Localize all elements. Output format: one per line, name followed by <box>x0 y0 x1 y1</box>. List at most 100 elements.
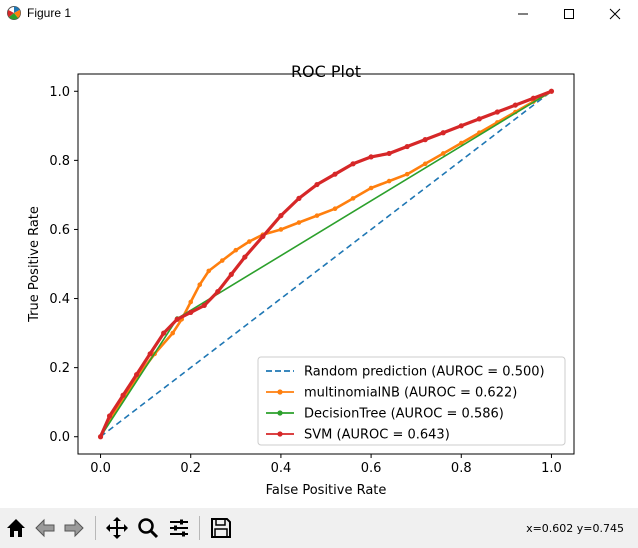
ticks-layer: 0.0 0.2 0.4 0.6 0.8 1.0 0.0 0.2 0.4 0.6 0.8 1.0 <box>49 85 561 476</box>
data-point <box>242 254 248 260</box>
data-point <box>386 150 392 157</box>
configure-subplots-button[interactable] <box>165 514 193 542</box>
data-point <box>422 137 428 143</box>
forward-button[interactable] <box>60 514 88 542</box>
close-button[interactable] <box>592 0 638 28</box>
navigation-toolbar: x=0.602 y=0.745 <box>0 508 638 548</box>
legend-label: Random prediction (AUROC = 0.500) <box>304 365 545 380</box>
data-point <box>278 213 284 219</box>
legend-label: SVM (AUROC = 0.643) <box>304 428 450 443</box>
toolbar-separator <box>95 516 96 540</box>
x-tick-label: 0.0 <box>90 461 111 476</box>
title-bar: Figure 1 <box>0 0 638 28</box>
legend-marker <box>277 410 283 416</box>
data-point <box>458 140 464 146</box>
series-line-1 <box>99 90 553 438</box>
toolbar-separator <box>199 516 200 540</box>
data-point <box>440 151 446 156</box>
maximize-icon <box>564 9 574 19</box>
save-icon <box>211 518 231 538</box>
y-tick-label: 0.8 <box>49 154 70 169</box>
window-title: Figure 1 <box>27 6 72 20</box>
data-point <box>530 95 537 101</box>
data-point <box>260 233 266 239</box>
data-point <box>368 154 374 160</box>
data-point <box>512 102 518 108</box>
data-point <box>219 258 225 263</box>
legend: Random prediction (AUROC = 0.500) multino… <box>257 356 566 446</box>
cursor-coordinates: x=0.602 y=0.745 <box>526 522 624 535</box>
data-point <box>422 161 428 167</box>
data-point <box>368 185 374 191</box>
data-point <box>404 143 410 150</box>
y-tick-label: 0.0 <box>49 430 70 445</box>
back-icon <box>35 518 55 538</box>
y-tick-label: 0.2 <box>49 361 70 376</box>
roc-chart: 0.0 0.2 0.4 0.6 0.8 1.0 0.0 0.2 0.4 0.6 0.8 1.0 ROC… <box>27 62 575 498</box>
legend-box <box>257 356 566 446</box>
data-point <box>106 413 113 419</box>
y-tick-label: 1.0 <box>49 85 70 100</box>
minimize-button[interactable] <box>500 0 546 28</box>
series-line-0 <box>100 90 552 438</box>
data-point <box>120 392 126 398</box>
data-point <box>161 330 167 336</box>
data-point <box>206 268 212 274</box>
data-point <box>233 247 239 253</box>
back-button[interactable] <box>31 514 59 542</box>
data-point <box>228 271 234 277</box>
data-point <box>296 195 302 201</box>
forward-icon <box>64 518 84 538</box>
pan-button[interactable] <box>103 514 131 542</box>
data-point <box>314 181 320 188</box>
data-point <box>147 351 153 357</box>
configure-subplots-icon <box>170 519 188 537</box>
data-point <box>170 330 175 336</box>
y-tick-label: 0.6 <box>49 223 70 238</box>
data-point <box>350 161 356 167</box>
data-point <box>188 309 194 315</box>
x-axis-label: False Positive Rate <box>266 483 387 498</box>
x-tick-label: 1.0 <box>541 461 562 476</box>
y-axis-label: True Positive Rate <box>27 206 42 323</box>
zoom-button[interactable] <box>134 514 162 542</box>
x-tick-label: 0.2 <box>180 461 201 476</box>
data-point <box>278 227 284 232</box>
data-point <box>296 220 302 225</box>
data-point <box>188 299 194 305</box>
data-point <box>548 88 555 94</box>
figure-canvas[interactable]: 0.0 0.2 0.4 0.6 0.8 1.0 0.0 0.2 0.4 0.6 0.8 1.0 ROC… <box>0 28 638 508</box>
chart-title: ROC Plot <box>291 62 361 81</box>
pan-icon <box>106 517 128 539</box>
x-tick-label: 0.8 <box>451 461 472 476</box>
home-icon <box>7 519 25 537</box>
y-tick-label: 0.4 <box>49 292 70 307</box>
legend-marker <box>277 389 283 395</box>
x-tick-label: 0.4 <box>271 461 292 476</box>
minimize-icon <box>518 13 528 15</box>
data-point <box>97 434 104 440</box>
data-point <box>247 239 252 244</box>
data-point <box>476 116 482 122</box>
legend-label: DecisionTree (AUROC = 0.586) <box>304 407 504 422</box>
data-point <box>197 282 203 288</box>
home-button[interactable] <box>2 514 30 542</box>
data-point <box>215 289 221 295</box>
data-point <box>332 171 338 177</box>
maximize-button[interactable] <box>546 0 592 28</box>
legend-marker <box>277 431 283 437</box>
series-layer <box>97 88 555 440</box>
data-point <box>386 178 392 184</box>
legend-label: multinomialNB (AUROC = 0.622) <box>304 386 517 401</box>
axes-frame <box>77 73 575 455</box>
data-point <box>440 130 446 136</box>
data-point <box>134 371 140 378</box>
data-point <box>201 302 207 309</box>
data-point <box>458 123 464 129</box>
data-point <box>350 196 356 201</box>
data-point <box>314 213 320 218</box>
data-point <box>404 171 410 177</box>
zoom-icon <box>138 518 159 539</box>
save-button[interactable] <box>207 514 235 542</box>
matplotlib-icon <box>7 6 21 20</box>
